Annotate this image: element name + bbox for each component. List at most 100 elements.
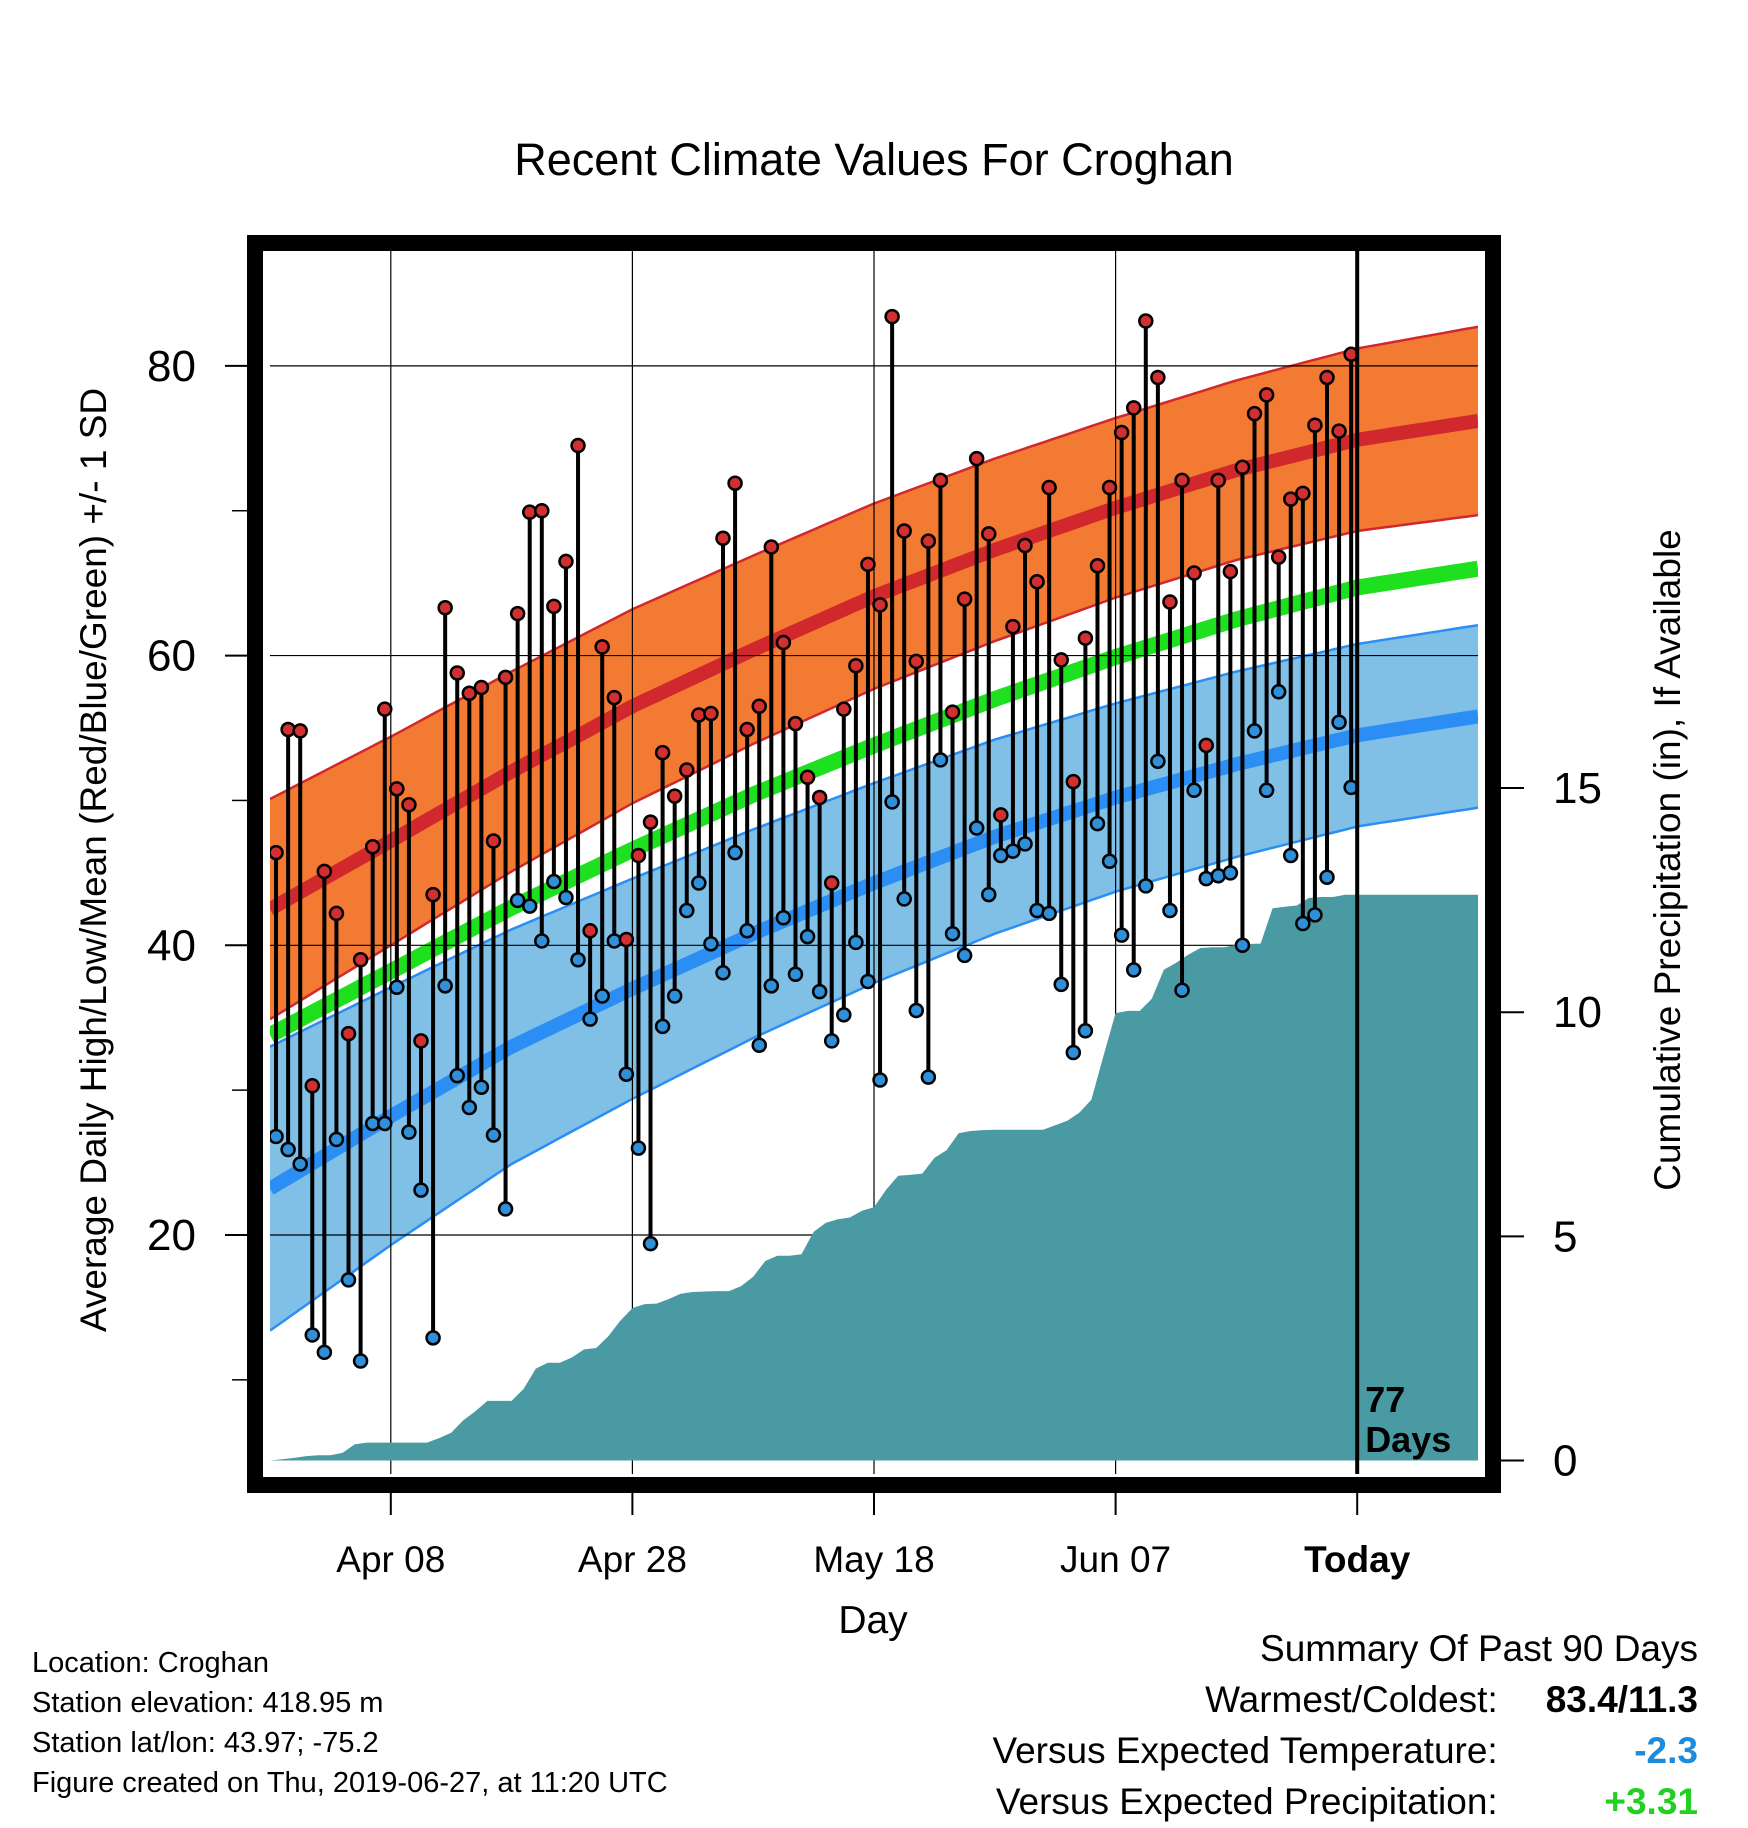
y-axis-label: Average Daily High/Low/Mean (Red/Blue/Gr… xyxy=(73,388,114,1332)
daily-high-point xyxy=(1101,479,1118,496)
daily-high-point xyxy=(340,1025,357,1042)
daily-low-point xyxy=(377,1115,393,1132)
daily-low-point xyxy=(823,1033,840,1049)
daily-high-point xyxy=(642,814,659,830)
daily-high-point xyxy=(546,598,562,615)
summary-panel: Summary Of Past 90 Days Warmest/Coldest:… xyxy=(992,1623,1698,1827)
summary-warm-cold: Warmest/Coldest: 83.4/11.3 xyxy=(992,1674,1698,1725)
daily-high-point xyxy=(1089,558,1106,574)
daily-low-point xyxy=(352,1353,369,1369)
daily-high-point xyxy=(1258,387,1275,403)
daily-low-point xyxy=(896,891,912,907)
daily-high-point xyxy=(1041,479,1057,496)
daily-high-point xyxy=(558,553,574,570)
temp-label: Versus Expected Temperature: xyxy=(992,1730,1498,1771)
summary-title: Summary Of Past 90 Days xyxy=(1260,1628,1698,1669)
daily-high-point xyxy=(1174,472,1190,489)
daily-low-point xyxy=(666,988,683,1004)
daily-high-point xyxy=(1210,472,1227,489)
precip-label: Versus Expected Precipitation: xyxy=(995,1781,1498,1822)
daily-low-point xyxy=(437,978,453,994)
temp-value: -2.3 xyxy=(1634,1730,1698,1771)
created-text: Figure created on Thu, 2019-06-27, at 11… xyxy=(32,1767,668,1799)
daily-low-point xyxy=(1041,905,1057,922)
daily-low-point xyxy=(884,794,900,810)
daily-high-point xyxy=(1150,369,1166,386)
x-tick-label: Today xyxy=(1304,1539,1411,1580)
daily-low-point xyxy=(304,1327,321,1343)
daily-high-point xyxy=(836,701,852,717)
daily-low-point xyxy=(582,1011,598,1027)
daily-low-point xyxy=(1270,684,1287,700)
daily-high-point xyxy=(1065,773,1082,790)
daily-low-point xyxy=(1186,782,1202,799)
station-info: Location: Croghan Station elevation: 418… xyxy=(32,1643,668,1803)
today-days-label: Days xyxy=(1365,1419,1451,1460)
daily-low-point xyxy=(461,1099,478,1116)
daily-low-point xyxy=(751,1037,767,1053)
daily-low-point xyxy=(1222,865,1239,881)
daily-high-point xyxy=(270,844,284,861)
x-tick-label: Jun 07 xyxy=(1060,1539,1171,1580)
daily-low-point xyxy=(1150,753,1166,770)
warm-cold-label: Warmest/Coldest: xyxy=(1205,1679,1498,1720)
daily-high-point xyxy=(618,931,635,948)
daily-low-point xyxy=(1125,962,1142,978)
daily-high-point xyxy=(328,905,345,922)
x-tick-label: Apr 28 xyxy=(578,1539,687,1580)
y2-axis-label: Cumulative Precipitation (in), If Availa… xyxy=(1647,529,1688,1191)
daily-low-point xyxy=(473,1079,490,1095)
daily-high-point xyxy=(715,530,731,547)
daily-high-point xyxy=(751,698,767,715)
daily-low-point xyxy=(594,988,610,1004)
daily-high-point xyxy=(509,605,526,622)
daily-high-point xyxy=(944,704,961,720)
daily-high-point xyxy=(1029,573,1045,590)
daily-high-point xyxy=(534,502,550,519)
daily-low-point xyxy=(570,952,586,968)
x-tick-label: May 18 xyxy=(813,1539,934,1580)
daily-low-point xyxy=(1246,723,1263,739)
daily-low-point xyxy=(1234,937,1251,954)
daily-low-point xyxy=(787,966,804,983)
daily-high-point xyxy=(1005,618,1021,635)
plot-frame xyxy=(247,235,1501,1493)
daily-low-point xyxy=(1065,1044,1082,1061)
daily-low-point xyxy=(1017,836,1033,852)
daily-low-point xyxy=(872,1072,888,1088)
daily-high-point xyxy=(679,762,695,778)
daily-high-point xyxy=(956,591,973,607)
daily-high-point xyxy=(1198,737,1214,754)
daily-high-point xyxy=(848,657,864,674)
daily-high-point xyxy=(1125,400,1142,416)
daily-low-point xyxy=(944,925,961,942)
daily-low-point xyxy=(727,844,743,861)
daily-low-point xyxy=(1283,847,1299,864)
daily-high-point xyxy=(908,653,925,670)
daily-high-point xyxy=(352,952,369,968)
daily-high-point xyxy=(1162,594,1178,610)
daily-low-point xyxy=(908,1002,925,1019)
y-tick-label: 80 xyxy=(147,342,196,391)
daily-high-point xyxy=(872,597,888,613)
daily-high-point xyxy=(437,600,453,616)
daily-low-point xyxy=(485,1127,502,1143)
daily-high-point xyxy=(703,705,719,722)
daily-high-point xyxy=(787,715,804,732)
daily-high-point xyxy=(1319,369,1335,386)
daily-low-point xyxy=(280,1141,296,1158)
y2-tick-label: 0 xyxy=(1553,1437,1577,1486)
daily-high-point xyxy=(896,523,912,539)
daily-high-point xyxy=(473,679,490,696)
precip-value: +3.31 xyxy=(1604,1781,1698,1822)
location-text: Location: Croghan xyxy=(32,1647,269,1679)
daily-low-point xyxy=(715,965,731,981)
daily-high-point xyxy=(968,450,985,467)
daily-high-point xyxy=(981,526,997,542)
daily-low-point xyxy=(340,1272,357,1288)
daily-low-point xyxy=(1307,907,1323,923)
daily-low-point xyxy=(654,1018,671,1035)
daily-low-point xyxy=(389,979,405,996)
daily-high-point xyxy=(1138,313,1154,329)
daily-low-point xyxy=(920,1069,937,1085)
